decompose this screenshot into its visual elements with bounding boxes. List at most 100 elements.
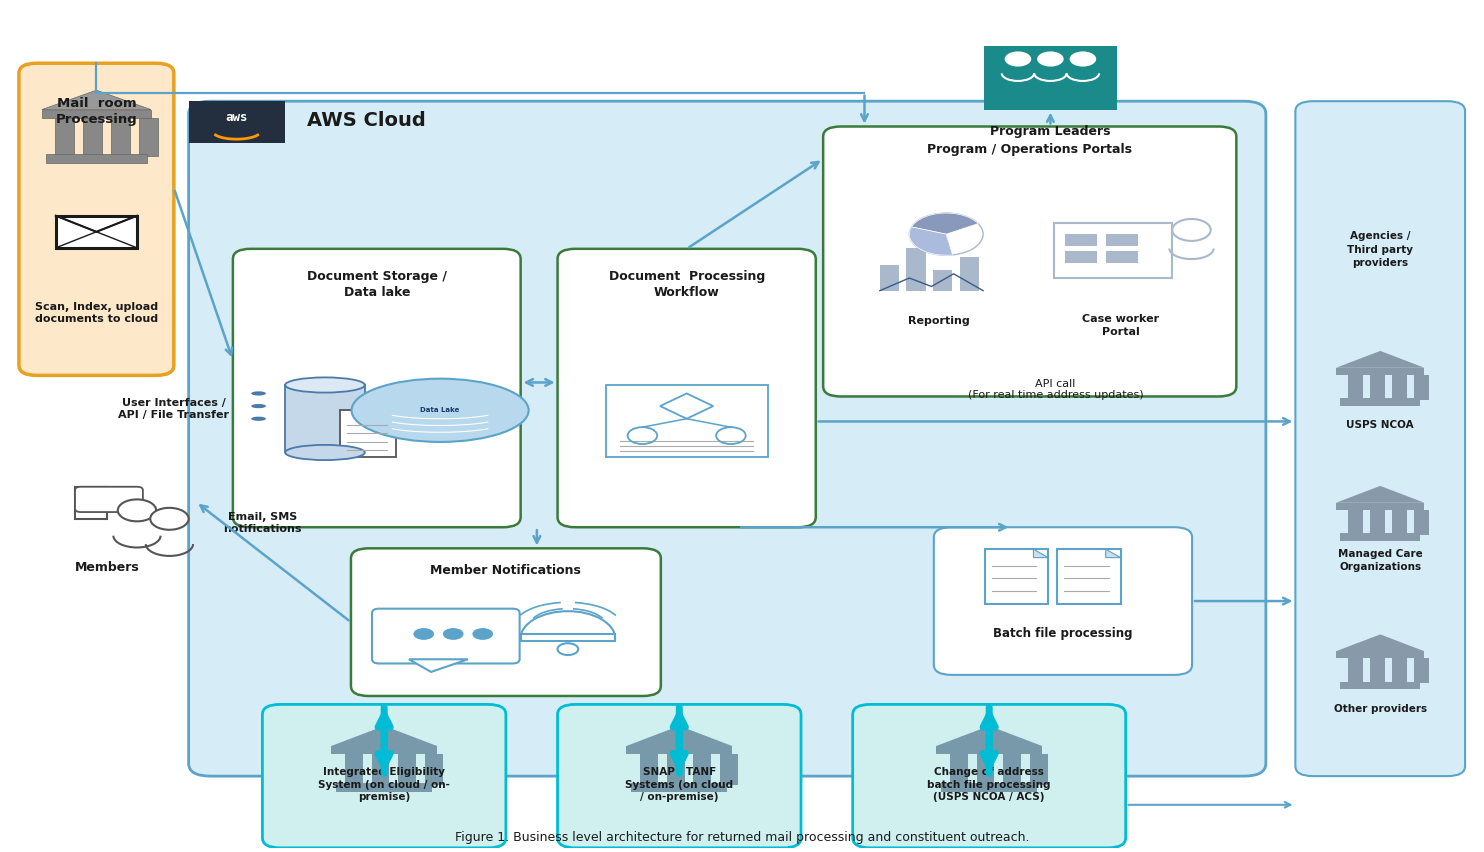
Bar	[56, 216, 137, 248]
Text: Case worker
Portal: Case worker Portal	[1082, 314, 1159, 337]
Bar	[632, 782, 727, 792]
Text: Program / Operations Portals: Program / Operations Portals	[928, 143, 1132, 157]
Wedge shape	[521, 611, 614, 638]
FancyBboxPatch shape	[340, 411, 396, 457]
Bar	[936, 746, 1042, 754]
Text: Data Lake: Data Lake	[420, 407, 460, 413]
Text: API call
(For real time address updates): API call (For real time address updates)	[968, 379, 1143, 400]
Text: Reporting: Reporting	[908, 316, 969, 326]
Circle shape	[1172, 219, 1211, 241]
Bar	[139, 118, 159, 156]
Circle shape	[414, 628, 433, 640]
Text: Member Notifications: Member Notifications	[430, 563, 582, 577]
Bar	[907, 249, 926, 291]
FancyBboxPatch shape	[76, 486, 142, 512]
Text: Agencies /
Third party
providers: Agencies / Third party providers	[1347, 232, 1413, 268]
Bar	[111, 118, 131, 156]
Wedge shape	[910, 227, 953, 256]
Bar	[1414, 509, 1429, 535]
FancyBboxPatch shape	[188, 101, 285, 143]
Circle shape	[472, 628, 493, 640]
Ellipse shape	[285, 377, 365, 393]
FancyBboxPatch shape	[984, 46, 1117, 110]
Bar	[933, 269, 953, 291]
Circle shape	[558, 643, 579, 655]
Text: Integrated Eligibility
System (on cloud / on-
premise): Integrated Eligibility System (on cloud …	[318, 768, 450, 802]
Text: Email, SMS
notifications: Email, SMS notifications	[223, 512, 301, 534]
Bar	[398, 754, 416, 785]
Bar	[372, 754, 389, 785]
Polygon shape	[1033, 550, 1048, 557]
Bar	[1340, 682, 1420, 689]
Circle shape	[442, 628, 463, 640]
Bar	[960, 257, 978, 291]
Bar	[720, 754, 738, 785]
Bar	[346, 754, 364, 785]
Bar	[1392, 509, 1407, 535]
Bar	[46, 154, 147, 163]
FancyBboxPatch shape	[188, 101, 1266, 776]
Bar	[42, 110, 151, 118]
Bar	[1336, 651, 1425, 658]
Text: User Interfaces /
API / File Transfer: User Interfaces / API / File Transfer	[119, 398, 230, 420]
Bar	[1106, 234, 1138, 246]
FancyBboxPatch shape	[263, 705, 506, 848]
Bar	[626, 746, 733, 754]
FancyBboxPatch shape	[558, 249, 816, 527]
Text: Batch file processing: Batch file processing	[993, 627, 1132, 640]
Circle shape	[910, 213, 982, 256]
FancyBboxPatch shape	[350, 549, 660, 696]
Text: Document  Processing
Workflow: Document Processing Workflow	[608, 270, 764, 299]
Text: Other providers: Other providers	[1334, 704, 1426, 714]
Polygon shape	[331, 726, 438, 746]
Bar	[1106, 251, 1138, 262]
Bar	[976, 754, 994, 785]
Bar	[1414, 658, 1429, 683]
Bar	[1336, 368, 1425, 375]
FancyBboxPatch shape	[824, 126, 1236, 396]
Bar	[1347, 375, 1362, 400]
Ellipse shape	[285, 445, 365, 460]
Bar	[666, 754, 684, 785]
FancyBboxPatch shape	[1057, 550, 1120, 604]
Bar	[1336, 503, 1425, 509]
Bar	[640, 754, 657, 785]
Text: Figure 1. Business level architecture for returned mail processing and constitue: Figure 1. Business level architecture fo…	[454, 831, 1030, 843]
Bar	[1003, 754, 1021, 785]
Polygon shape	[626, 726, 733, 746]
Bar	[1030, 754, 1048, 785]
Polygon shape	[42, 90, 151, 110]
Bar	[1370, 509, 1385, 535]
Text: Change of address
batch file processing
(USPS NCOA / ACS): Change of address batch file processing …	[928, 768, 1051, 802]
Bar	[521, 634, 614, 641]
FancyBboxPatch shape	[985, 550, 1048, 604]
Polygon shape	[410, 659, 467, 672]
Bar	[1414, 375, 1429, 400]
Bar	[1064, 251, 1097, 262]
Circle shape	[117, 499, 156, 521]
Ellipse shape	[251, 391, 266, 395]
FancyBboxPatch shape	[933, 527, 1192, 675]
Text: Managed Care
Organizations: Managed Care Organizations	[1339, 549, 1423, 572]
Text: Program Leaders: Program Leaders	[990, 124, 1110, 138]
FancyBboxPatch shape	[19, 63, 174, 376]
Bar	[880, 265, 899, 291]
FancyBboxPatch shape	[558, 705, 801, 848]
Bar	[55, 118, 74, 156]
Polygon shape	[1336, 486, 1425, 503]
Circle shape	[150, 508, 188, 530]
Bar	[950, 754, 968, 785]
Text: Mail  room
Processing: Mail room Processing	[55, 97, 138, 126]
Bar	[337, 782, 432, 792]
FancyBboxPatch shape	[1054, 223, 1172, 278]
Bar	[83, 118, 102, 156]
Polygon shape	[936, 726, 1042, 746]
Bar	[1064, 234, 1097, 246]
Text: Document Storage /
Data lake: Document Storage / Data lake	[307, 270, 447, 299]
Text: USPS NCOA: USPS NCOA	[1346, 420, 1414, 430]
Polygon shape	[1336, 635, 1425, 651]
Ellipse shape	[251, 404, 266, 408]
Circle shape	[1037, 51, 1064, 66]
Text: aws: aws	[226, 111, 248, 124]
FancyBboxPatch shape	[1296, 101, 1465, 776]
